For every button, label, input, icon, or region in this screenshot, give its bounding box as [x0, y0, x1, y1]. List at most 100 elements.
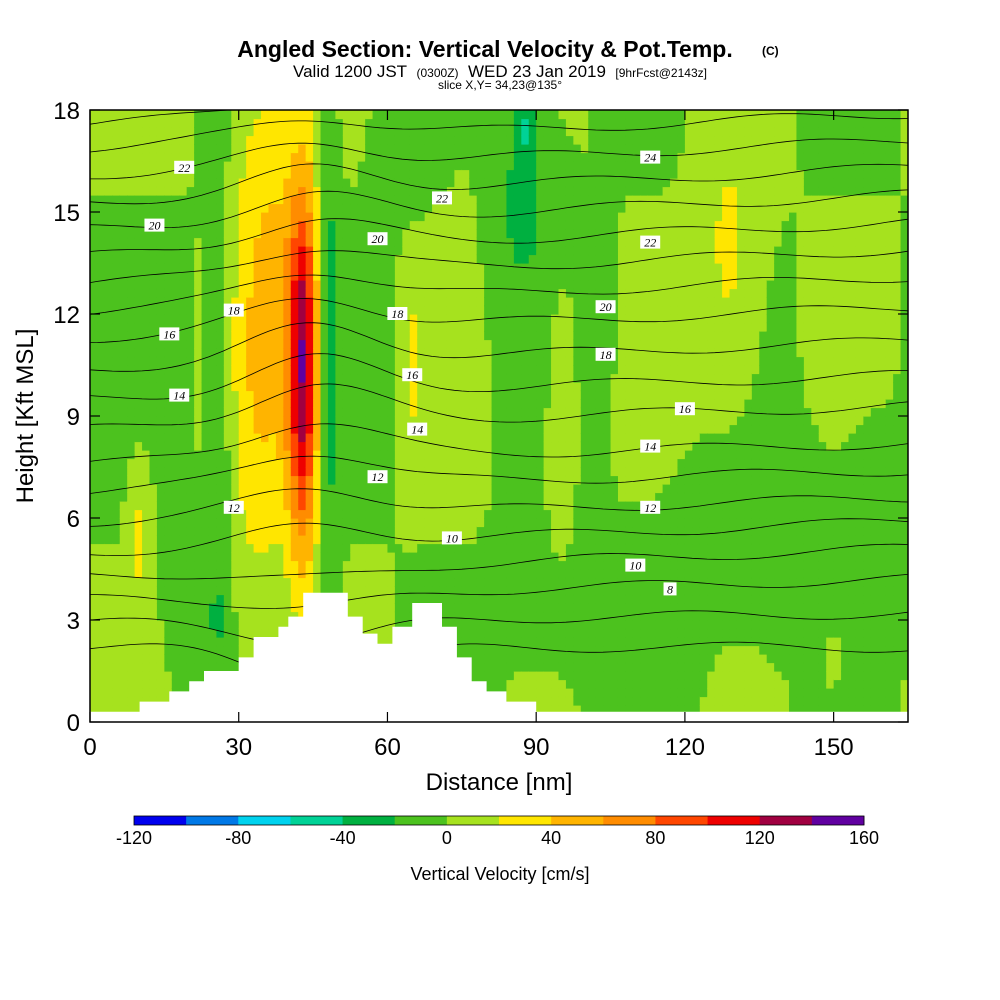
velocity-cell — [268, 254, 277, 264]
velocity-cell — [171, 339, 180, 349]
velocity-cell — [194, 203, 203, 213]
velocity-cell — [424, 110, 433, 120]
velocity-cell — [142, 314, 151, 324]
velocity-cell — [543, 348, 552, 358]
velocity-cell — [134, 535, 143, 545]
velocity-cell — [588, 679, 597, 689]
velocity-cell — [394, 611, 403, 621]
velocity-cell — [119, 662, 128, 672]
velocity-cell — [97, 628, 106, 638]
velocity-cell — [246, 611, 255, 621]
velocity-cell — [469, 637, 478, 647]
velocity-cell — [439, 348, 448, 358]
velocity-cell — [476, 577, 485, 587]
velocity-cell — [580, 365, 589, 375]
velocity-cell — [536, 178, 545, 188]
velocity-cell — [565, 637, 574, 647]
velocity-cell — [127, 161, 136, 171]
velocity-cell — [90, 620, 99, 630]
velocity-cell — [543, 280, 552, 290]
velocity-cell — [231, 297, 240, 307]
velocity-cell — [402, 212, 411, 222]
velocity-cell — [208, 195, 218, 205]
velocity-cell — [513, 390, 522, 400]
velocity-cell — [432, 288, 441, 298]
velocity-cell — [350, 586, 359, 596]
velocity-cell — [543, 229, 552, 239]
velocity-cell — [551, 246, 560, 256]
velocity-cell — [350, 407, 359, 417]
velocity-cell — [261, 152, 270, 162]
velocity-cell — [372, 152, 381, 162]
velocity-cell — [521, 662, 530, 672]
velocity-cell — [179, 526, 188, 536]
velocity-cell — [179, 288, 188, 298]
velocity-cell — [506, 424, 515, 434]
velocity-cell — [454, 339, 463, 349]
velocity-cell — [536, 594, 545, 604]
velocity-cell — [380, 288, 389, 298]
velocity-cell — [461, 450, 470, 460]
velocity-cell — [476, 611, 485, 621]
velocity-cell — [313, 322, 322, 332]
velocity-cell — [327, 280, 336, 290]
velocity-cell — [476, 331, 485, 341]
velocity-cell — [201, 212, 210, 222]
velocity-cell — [231, 110, 240, 120]
velocity-cell — [194, 186, 203, 196]
velocity-cell — [90, 560, 99, 570]
velocity-cell — [565, 254, 574, 264]
velocity-cell — [573, 416, 582, 426]
velocity-cell — [335, 509, 344, 519]
velocity-cell — [543, 662, 552, 672]
velocity-cell — [127, 628, 136, 638]
velocity-cell — [595, 135, 604, 145]
velocity-cell — [149, 543, 158, 553]
velocity-cell — [580, 560, 589, 570]
velocity-cell — [186, 492, 195, 502]
velocity-cell — [119, 450, 128, 460]
velocity-cell — [558, 144, 567, 154]
velocity-cell — [194, 322, 203, 332]
velocity-cell — [223, 467, 232, 477]
velocity-cell — [342, 118, 351, 128]
velocity-cell — [446, 237, 455, 247]
velocity-cell — [223, 569, 232, 579]
velocity-cell — [134, 679, 143, 689]
velocity-cell — [335, 195, 344, 205]
velocity-cell — [231, 348, 240, 358]
velocity-cell — [238, 314, 247, 324]
velocity-cell — [446, 152, 455, 162]
velocity-cell — [127, 620, 136, 630]
velocity-cell — [365, 339, 374, 349]
velocity-cell — [409, 229, 418, 239]
velocity-cell — [231, 416, 240, 426]
velocity-cell — [580, 322, 589, 332]
velocity-cell — [424, 492, 433, 502]
velocity-cell — [580, 688, 589, 698]
velocity-cell — [350, 467, 359, 477]
velocity-cell — [365, 441, 374, 451]
velocity-cell — [156, 696, 165, 706]
velocity-cell — [491, 671, 500, 681]
velocity-cell — [283, 399, 292, 409]
velocity-cell — [112, 220, 121, 230]
velocity-cell — [357, 535, 366, 545]
velocity-cell — [595, 645, 604, 655]
velocity-cell — [521, 654, 530, 664]
velocity-cell — [208, 305, 218, 315]
velocity-cell — [513, 560, 522, 570]
velocity-cell — [134, 237, 143, 247]
velocity-cell — [521, 450, 530, 460]
velocity-cell — [223, 246, 232, 256]
velocity-cell — [521, 543, 530, 553]
velocity-cell — [446, 356, 455, 366]
velocity-cell — [365, 518, 374, 528]
velocity-cell — [216, 603, 225, 613]
velocity-cell — [469, 399, 478, 409]
velocity-cell — [595, 628, 604, 638]
velocity-cell — [536, 314, 545, 324]
velocity-cell — [186, 501, 195, 511]
velocity-cell — [127, 543, 136, 553]
velocity-cell — [536, 569, 545, 579]
